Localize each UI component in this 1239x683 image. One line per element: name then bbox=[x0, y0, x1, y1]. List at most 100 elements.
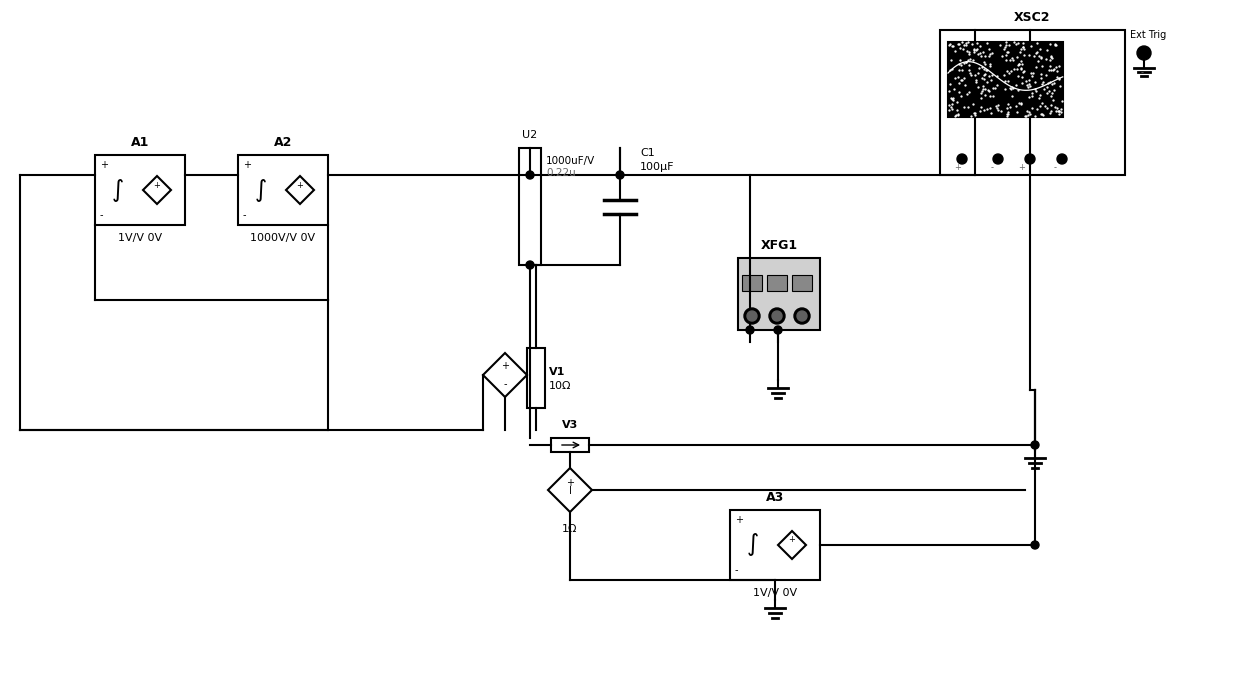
Point bbox=[1027, 47, 1047, 58]
Point bbox=[964, 54, 984, 65]
Point bbox=[1012, 72, 1032, 83]
Point bbox=[968, 68, 987, 79]
Point bbox=[963, 98, 983, 109]
Point bbox=[1000, 102, 1020, 113]
Point bbox=[939, 40, 959, 51]
Point bbox=[1027, 104, 1047, 115]
Point bbox=[1038, 78, 1058, 89]
Point bbox=[942, 104, 961, 115]
Point bbox=[943, 64, 963, 74]
Text: -: - bbox=[1053, 163, 1057, 173]
Point bbox=[1041, 106, 1061, 117]
Point bbox=[961, 110, 981, 121]
Point bbox=[1007, 85, 1027, 96]
Point bbox=[1041, 107, 1061, 118]
Point bbox=[970, 105, 990, 116]
Point bbox=[947, 97, 966, 108]
Point bbox=[1028, 56, 1048, 67]
Point bbox=[971, 72, 991, 83]
Circle shape bbox=[1025, 154, 1035, 164]
Point bbox=[952, 65, 971, 76]
Point bbox=[980, 90, 1000, 101]
Point bbox=[1046, 102, 1066, 113]
Point bbox=[989, 104, 1009, 115]
Text: 100µF: 100µF bbox=[641, 162, 674, 172]
Point bbox=[1052, 96, 1072, 107]
Point bbox=[1031, 109, 1051, 120]
Point bbox=[959, 87, 979, 98]
Point bbox=[970, 40, 990, 51]
Point bbox=[1046, 62, 1066, 73]
Point bbox=[1038, 85, 1058, 96]
Point bbox=[1010, 59, 1030, 70]
Point bbox=[971, 51, 991, 61]
Point bbox=[1004, 55, 1023, 66]
Text: 1000V/V 0V: 1000V/V 0V bbox=[250, 233, 316, 243]
Point bbox=[1043, 94, 1063, 105]
Point bbox=[1022, 102, 1042, 113]
Point bbox=[1011, 64, 1031, 75]
Point bbox=[971, 102, 991, 113]
Point bbox=[1007, 52, 1027, 63]
Point bbox=[997, 66, 1017, 76]
Polygon shape bbox=[483, 353, 527, 397]
Text: -: - bbox=[735, 565, 738, 575]
Point bbox=[997, 111, 1017, 122]
Point bbox=[975, 83, 995, 94]
Point bbox=[1020, 81, 1040, 92]
Point bbox=[958, 46, 978, 57]
Point bbox=[980, 61, 1000, 72]
Point bbox=[1023, 51, 1043, 61]
Point bbox=[1006, 80, 1026, 91]
Point bbox=[966, 37, 986, 48]
Bar bbox=[551, 438, 589, 452]
Point bbox=[1041, 65, 1061, 76]
Point bbox=[1002, 81, 1022, 92]
Text: I: I bbox=[569, 486, 571, 496]
Point bbox=[987, 79, 1007, 90]
Point bbox=[1036, 100, 1056, 111]
Point bbox=[957, 57, 976, 68]
Point bbox=[943, 41, 963, 52]
Point bbox=[1018, 109, 1038, 120]
Point bbox=[959, 48, 979, 59]
Point bbox=[1017, 106, 1037, 117]
Point bbox=[966, 44, 986, 55]
Point bbox=[975, 51, 995, 62]
Point bbox=[971, 87, 991, 98]
Point bbox=[1009, 70, 1028, 81]
Point bbox=[957, 57, 976, 68]
Point bbox=[1021, 68, 1041, 79]
Text: XFG1: XFG1 bbox=[761, 239, 798, 252]
Point bbox=[991, 106, 1011, 117]
Point bbox=[1041, 99, 1061, 110]
Point bbox=[987, 70, 1007, 81]
Text: $\int$: $\int$ bbox=[254, 176, 266, 204]
Point bbox=[1042, 53, 1062, 64]
Point bbox=[987, 100, 1007, 111]
Point bbox=[1014, 44, 1033, 55]
Text: 10Ω: 10Ω bbox=[549, 381, 571, 391]
Point bbox=[1037, 102, 1057, 113]
Point bbox=[995, 70, 1015, 81]
Point bbox=[1042, 87, 1062, 98]
Circle shape bbox=[794, 308, 810, 324]
Point bbox=[964, 44, 984, 55]
Point bbox=[1022, 90, 1042, 101]
Text: C1: C1 bbox=[641, 148, 654, 158]
Circle shape bbox=[527, 171, 534, 179]
Point bbox=[944, 83, 964, 94]
Point bbox=[940, 65, 960, 76]
Point bbox=[1009, 37, 1028, 48]
Point bbox=[980, 102, 1000, 113]
Point bbox=[1011, 44, 1031, 55]
Point bbox=[1051, 103, 1070, 114]
Point bbox=[975, 59, 995, 70]
Point bbox=[1014, 65, 1033, 76]
Point bbox=[1014, 67, 1033, 78]
Point bbox=[953, 44, 973, 55]
Point bbox=[974, 64, 994, 74]
Point bbox=[1018, 82, 1038, 93]
Point bbox=[1030, 43, 1049, 54]
Point bbox=[1025, 111, 1044, 122]
